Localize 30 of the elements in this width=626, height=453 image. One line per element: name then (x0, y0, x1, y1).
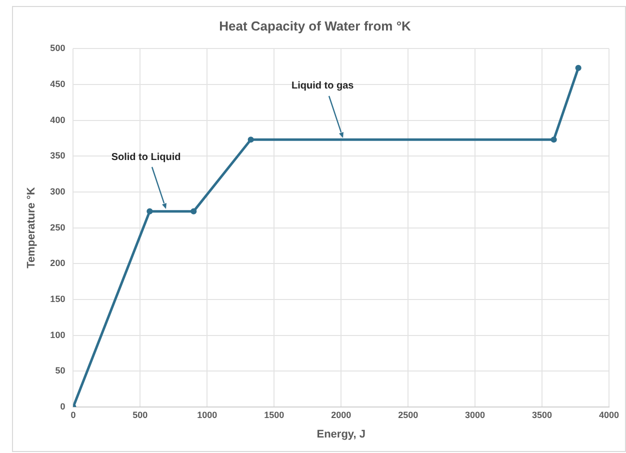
y-tick-label: 400 (50, 114, 66, 125)
x-tick-label: 1000 (197, 410, 218, 420)
y-tick-label: 200 (50, 258, 66, 268)
x-tick-label: 500 (132, 410, 148, 420)
point (248, 136, 254, 143)
y-tick-label: 350 (50, 150, 66, 161)
x-tick-label: 3000 (465, 410, 486, 420)
y-tick-label: 300 (50, 186, 66, 196)
point (550, 136, 557, 143)
y-tick-label: 450 (50, 78, 66, 89)
point (146, 208, 153, 214)
point (190, 208, 197, 214)
y-tick-label: 0 (60, 401, 66, 412)
chart-title: Heat Capacity of Water from °K (219, 18, 412, 34)
x-axis-title: Energy, J (316, 428, 366, 440)
annotation: Solid to Liquid (111, 152, 181, 164)
y-tick-label: 500 (50, 43, 66, 54)
x-tick-label: 3500 (532, 410, 552, 420)
y-tick-label: 250 (50, 222, 66, 232)
annotation: Liquid to gas (291, 80, 354, 92)
x-tick-label: 0 (70, 410, 76, 420)
y-axis-title: Temperature °K (26, 187, 38, 268)
x-tick-label: 2500 (398, 410, 418, 420)
y-tick-label: 50 (55, 366, 66, 376)
point (575, 64, 582, 72)
y-tick-label: 100 (50, 330, 66, 340)
x-tick-label: 4000 (598, 410, 620, 420)
x-tick-label: 2000 (331, 410, 352, 420)
x-tick-label: 1500 (264, 410, 284, 420)
y-tick-label: 150 (50, 294, 66, 304)
